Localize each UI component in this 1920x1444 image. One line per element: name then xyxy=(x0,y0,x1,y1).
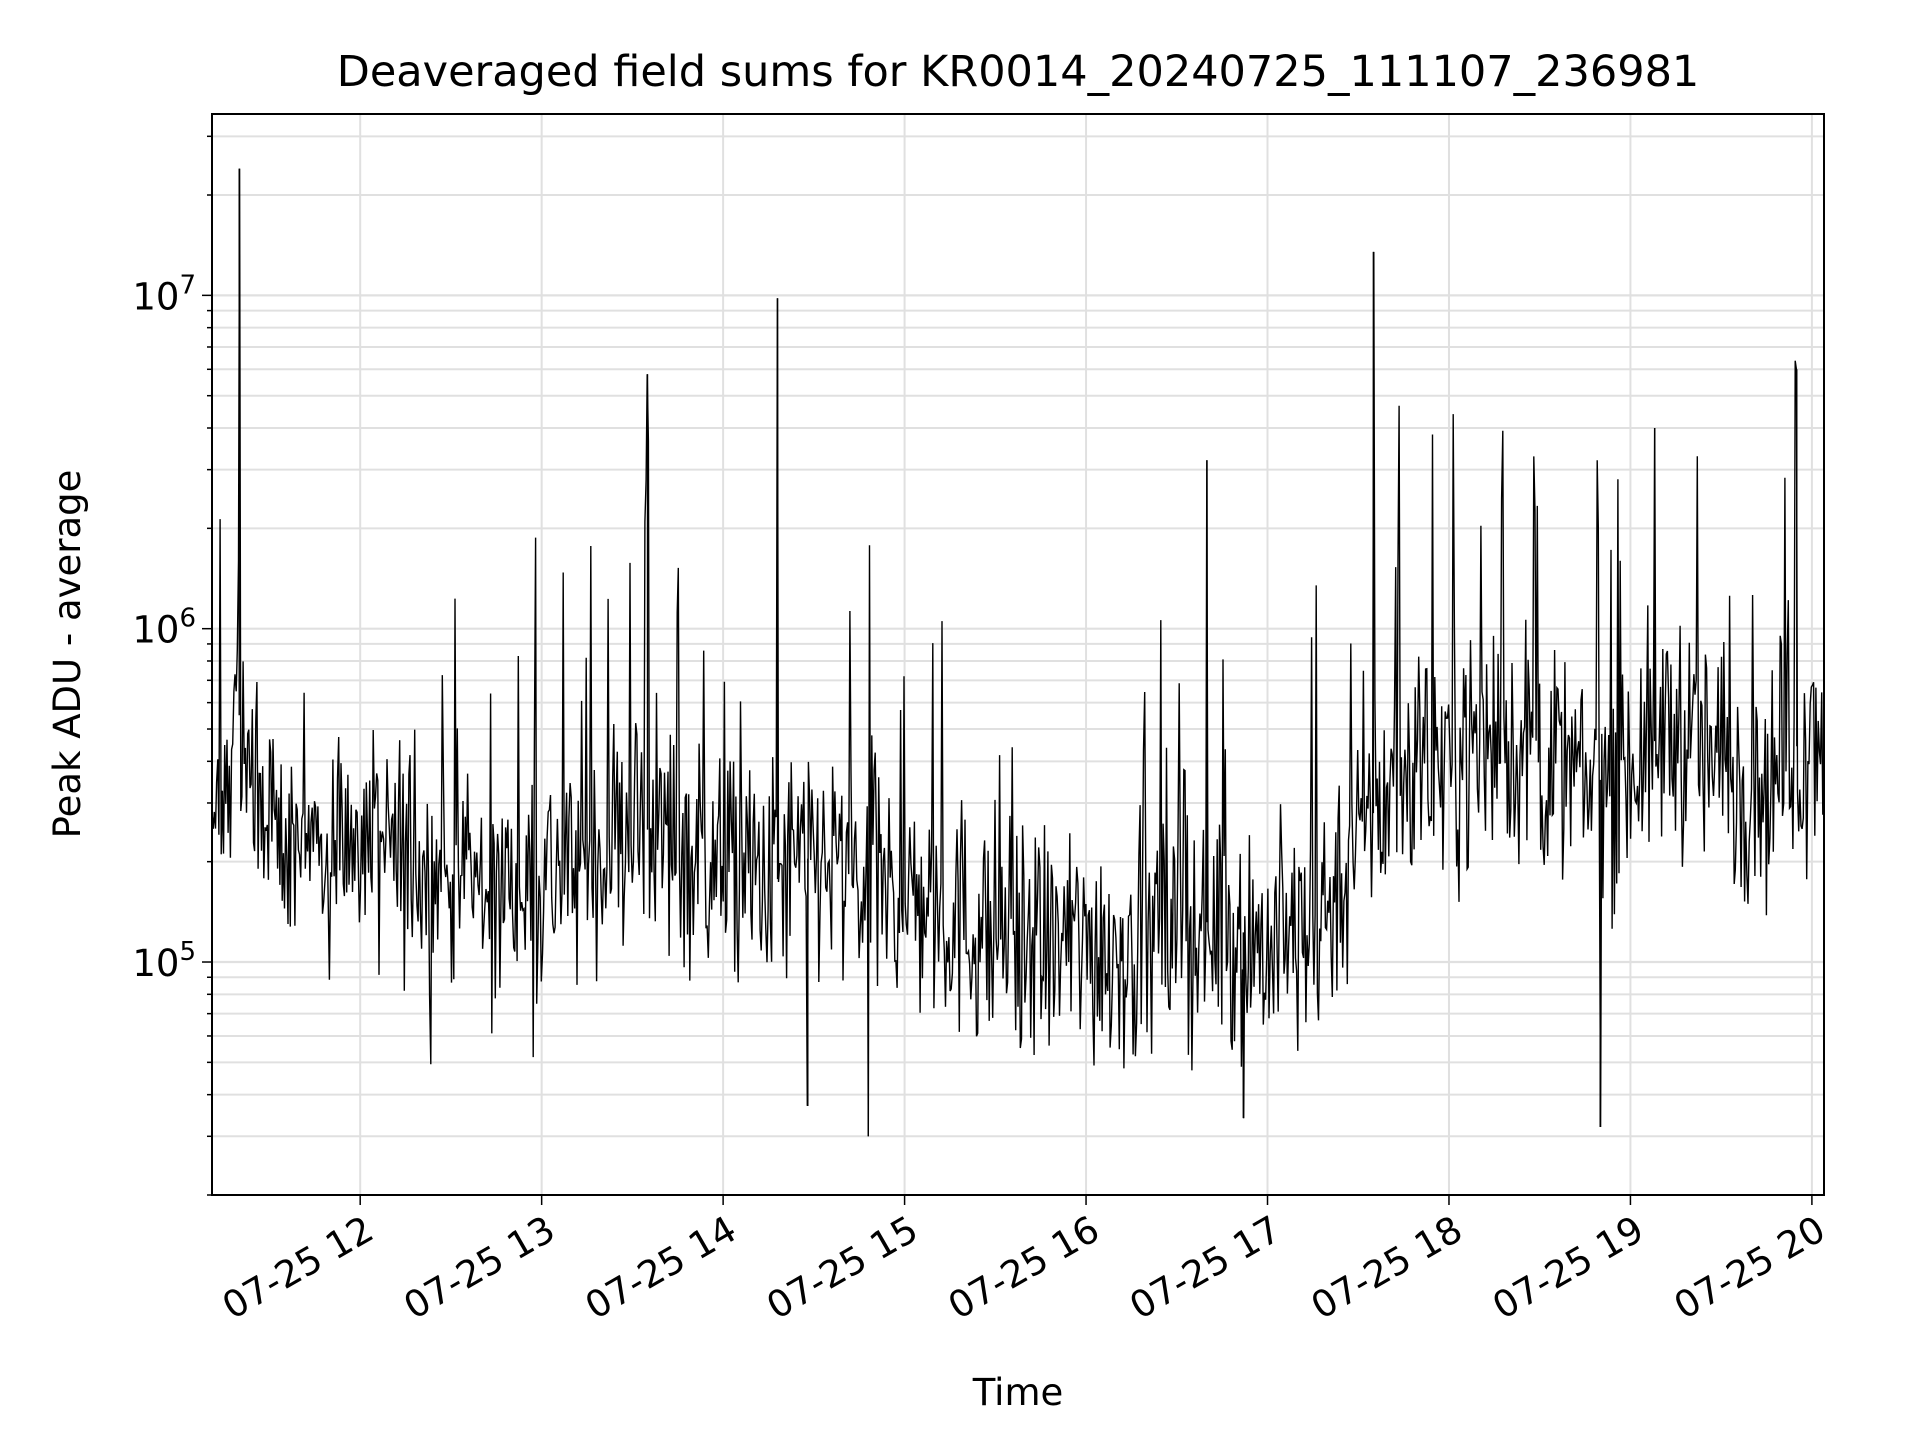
grid-layer xyxy=(212,114,1824,1196)
y-tick-mantissa: 10 xyxy=(132,609,179,652)
y-tick-label: 106 xyxy=(132,604,196,652)
plot-frame xyxy=(211,113,1825,1196)
y-tick-exponent: 7 xyxy=(179,270,196,300)
series-line xyxy=(211,168,1825,1137)
y-tick-mantissa: 10 xyxy=(132,275,179,318)
y-tick-mantissa: 10 xyxy=(132,942,179,985)
y-tick-exponent: 5 xyxy=(179,937,196,967)
line-layer xyxy=(211,168,1825,1137)
chart-title: Deaveraged field sums for KR0014_2024072… xyxy=(337,47,1700,97)
y-tick-exponent: 6 xyxy=(179,604,196,634)
y-tick-label: 107 xyxy=(132,270,196,318)
x-axis-label: Time xyxy=(972,1371,1064,1414)
y-tick-label: 105 xyxy=(132,937,196,985)
y-axis-label: Peak ADU - average xyxy=(46,470,89,839)
